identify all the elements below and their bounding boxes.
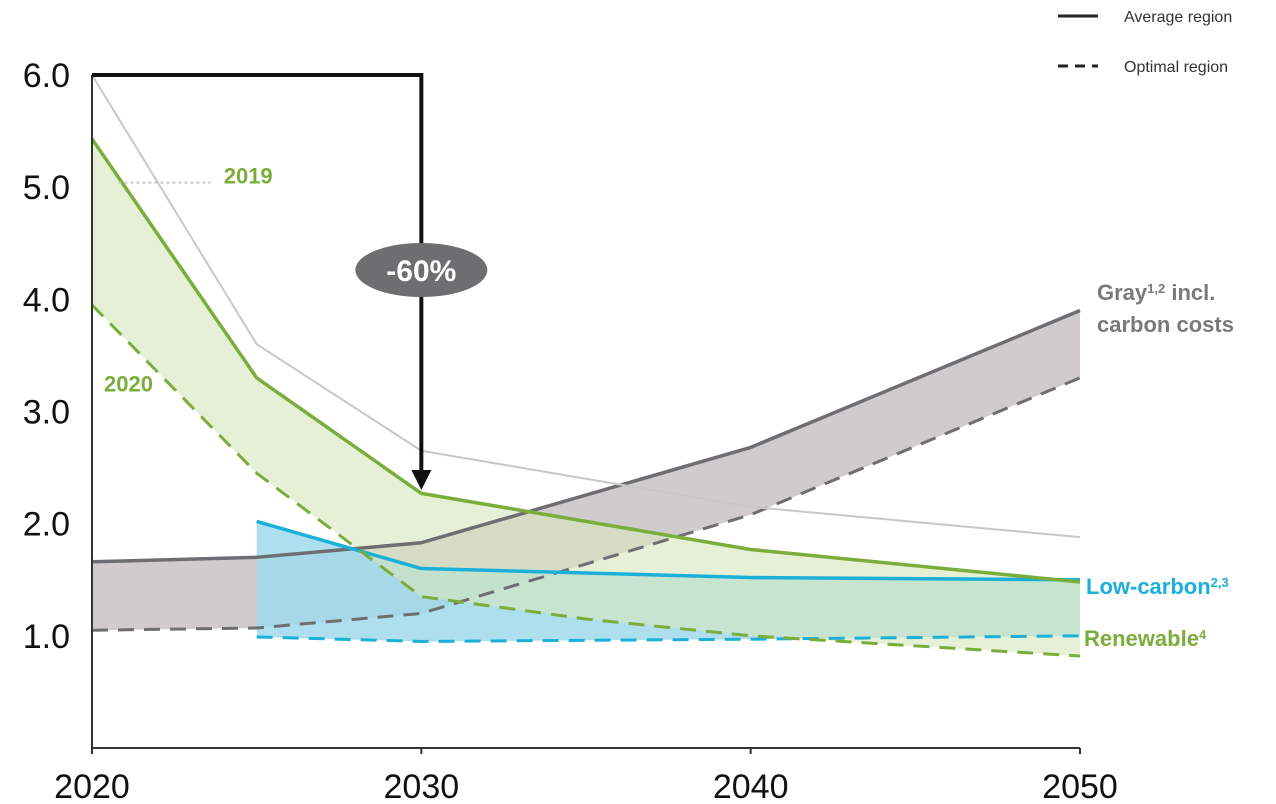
y-tick-label: 3.0 <box>23 394 70 432</box>
line-average-gray <box>91 308 1081 564</box>
axes <box>91 75 1080 749</box>
x-tick-label: 2050 <box>1042 768 1118 804</box>
y-tick-label: 2.0 <box>23 506 70 544</box>
line-average-low-carbon <box>256 519 1081 582</box>
callout-label: -60% <box>386 255 456 288</box>
annotation-2020: 2020 <box>104 371 153 396</box>
annotation-2019: 2019 <box>224 164 273 189</box>
line-average-renewable <box>90 137 1081 584</box>
series-labels: Gray1,2 incl. carbon costs Low-carbon2,3 Re… <box>104 164 1234 651</box>
legend: Average region Optimal region <box>1058 9 1232 76</box>
line-average-2019 <box>91 74 1081 539</box>
reduction-callout: -60% <box>92 73 488 491</box>
x-tick-label: 2020 <box>54 768 130 804</box>
line-optimal-renewable <box>90 303 1081 658</box>
x-tick-label: 2040 <box>713 768 789 804</box>
callout-arrow-head <box>411 470 432 491</box>
line-optimal-gray <box>91 376 1081 632</box>
legend-label-solid: Average region <box>1124 9 1232 26</box>
x-tick-label: 2030 <box>384 768 460 804</box>
tick-labels: 1.0 2.0 3.0 4.0 5.0 6.0 2020 2030 2040 2050 <box>23 57 1118 804</box>
legend-label-dashed: Optimal region <box>1124 59 1228 76</box>
line-optimal-low-carbon <box>256 634 1081 643</box>
y-tick-label: 6.0 <box>23 57 70 95</box>
y-tick-label: 4.0 <box>23 281 70 319</box>
y-tick-label: 5.0 <box>23 169 70 207</box>
callout-arrow-line <box>92 73 424 475</box>
y-tick-label: 1.0 <box>23 618 70 656</box>
label-gray-line2: carbon costs <box>1097 312 1234 337</box>
label-low-carbon: Low-carbon2,3 <box>1086 574 1229 599</box>
band-renewable <box>92 138 1080 657</box>
label-gray: Gray1,2 incl. <box>1097 280 1215 305</box>
label-renewable: Renewable4 <box>1084 626 1207 651</box>
series-lines <box>90 74 1081 658</box>
callout-badge <box>355 243 488 297</box>
